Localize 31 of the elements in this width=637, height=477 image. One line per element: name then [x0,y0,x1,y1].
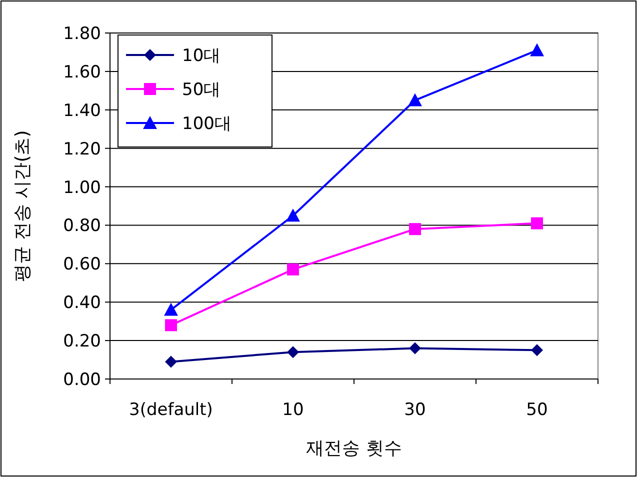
legend-label: 10대 [182,46,221,66]
x-tick-label: 10 [282,400,304,420]
point [165,356,177,368]
y-axis-title: 평균 전송 시간(초) [12,130,33,282]
y-tick-label: 1.00 [63,178,101,198]
point [164,302,178,316]
point [286,208,300,222]
y-tick-label: 0.00 [63,370,101,390]
point [408,93,422,106]
x-axis-title: 재전송 횟수 [306,438,402,459]
y-tick-label: 1.80 [63,24,101,44]
y-tick-label: 0.40 [63,293,101,314]
y-tick-label: 0.20 [63,332,101,352]
x-tick-label: 50 [526,400,548,420]
point [409,342,421,354]
y-tick-label: 1.60 [63,62,101,82]
y-tick-label: 1.20 [63,139,101,160]
y-tick-label: 0.80 [63,216,101,236]
x-tick-label: 30 [404,400,426,420]
y-tick-label: 1.40 [63,100,101,121]
point [165,319,177,332]
point [409,223,421,236]
point [287,263,299,276]
point [287,346,299,358]
y-tick-label: 0.60 [63,254,101,275]
point [530,43,544,56]
point [531,217,543,230]
point [531,344,543,356]
x-tick-label: 3(default) [129,400,213,420]
legend-label: 50대 [182,80,221,100]
legend-label: 100대 [182,114,232,134]
